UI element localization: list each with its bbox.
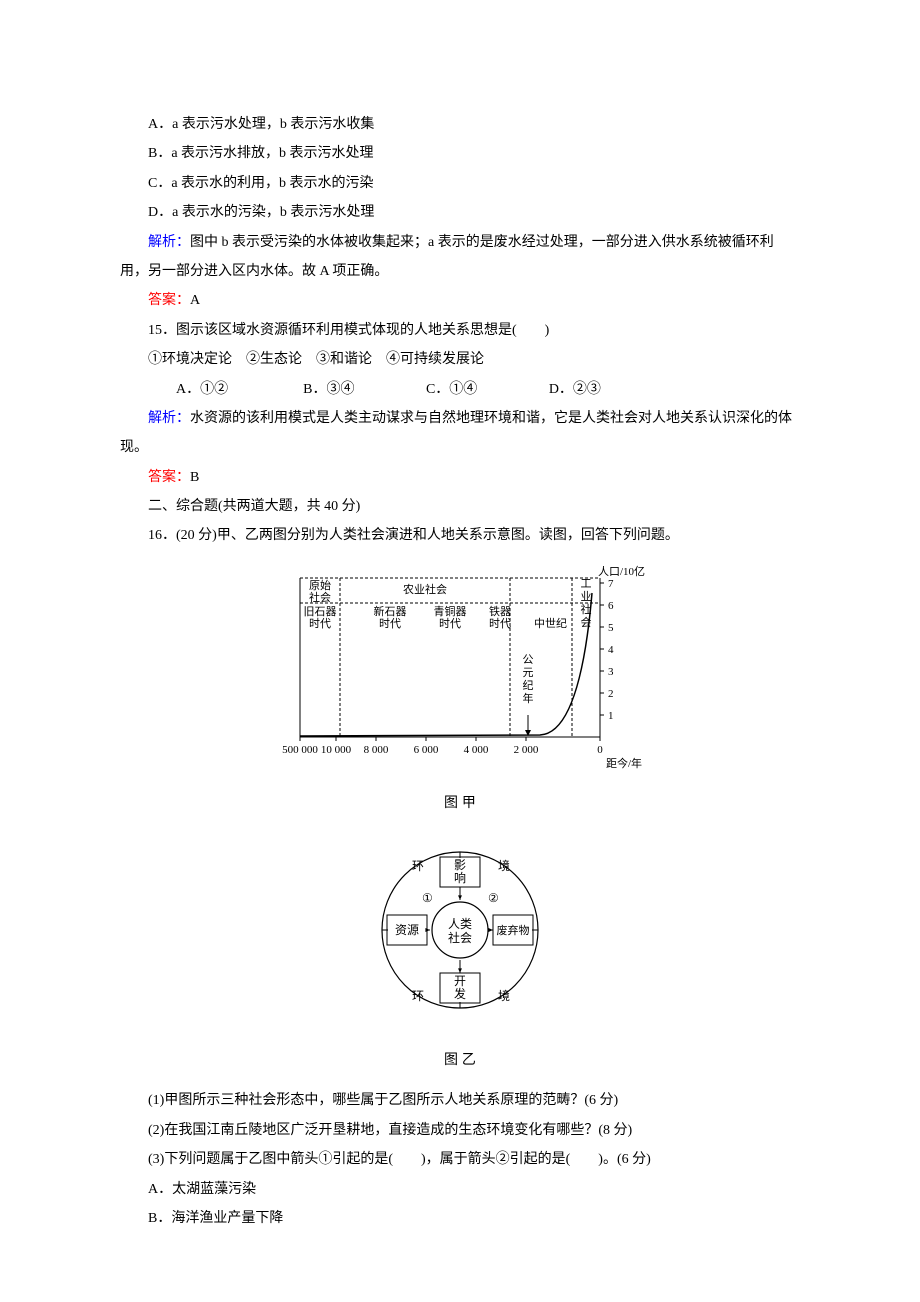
svg-text:发: 发 [454,986,466,1001]
svg-text:6: 6 [608,600,614,612]
svg-text:工: 工 [581,578,592,590]
svg-text:境: 境 [498,858,510,873]
q14-analysis-text: 图中 b 表示受污染的水体被收集起来；a 表示的是废水经过处理，一部分进入供水系… [120,235,774,279]
svg-text:青铜器: 青铜器 [434,604,467,618]
svg-text:社会: 社会 [448,930,472,945]
q15-answer: 答案：B [120,463,800,492]
figure-yi-caption: 图 乙 [120,1045,800,1074]
svg-text:元: 元 [523,667,534,679]
svg-text:业: 业 [581,590,592,603]
q14-answer: 答案：A [120,286,800,315]
figure-jia-caption: 图 甲 [120,788,800,817]
answer-label: 答案： [148,470,190,485]
svg-text:6 000: 6 000 [414,744,439,756]
q15-answer-text: B [190,470,199,485]
svg-text:时代: 时代 [489,617,511,630]
figure-jia: 1 2 3 4 5 6 7人口/10亿 500 00010 000 8 000 6 000 4 00… [120,563,800,818]
svg-text:开: 开 [454,974,466,988]
svg-text:环: 环 [412,859,424,873]
svg-text:中世纪: 中世纪 [534,617,567,630]
q16-opt-b: B．海洋渔业产量下降 [120,1204,800,1233]
svg-text:7: 7 [608,578,614,590]
svg-text:资源: 资源 [395,923,419,937]
svg-text:2: 2 [608,688,614,700]
q15-opt-b: B．③④ [275,375,354,404]
q16-opt-a: A．太湖蓝藻污染 [120,1175,800,1204]
svg-text:5: 5 [608,622,614,634]
svg-text:废弃物: 废弃物 [497,923,530,937]
q14-opt-c: C．a 表示水的利用，b 表示水的污染 [120,169,800,198]
q15-opt-d: D．②③ [521,375,601,404]
svg-text:纪: 纪 [523,679,534,692]
q15-roman-choices: ①环境决定论 ②生态论 ③和谐论 ④可持续发展论 [120,345,800,374]
svg-text:响: 响 [454,870,466,885]
svg-text:旧石器: 旧石器 [304,605,337,618]
svg-text:农业社会: 农业社会 [403,582,447,596]
svg-text:4: 4 [608,644,614,656]
svg-text:环: 环 [412,989,424,1003]
q15-analysis-text: 水资源的该利用模式是人类主动谋求与自然地理环境和谐，它是人类社会对人地关系认识深… [120,411,792,455]
q14-opt-d: D．a 表示水的污染，b 表示污水处理 [120,198,800,227]
q16-sub2: (2)在我国江南丘陵地区广泛开垦耕地，直接造成的生态环境变化有哪些？(8 分) [120,1116,800,1145]
svg-text:人口/10亿: 人口/10亿 [598,565,645,578]
svg-text:原始: 原始 [309,578,331,592]
figure-yi: 影响废弃物开发资源人类社会环境环境①② 图 乙 [120,830,800,1075]
svg-text:4 000: 4 000 [464,744,489,756]
analysis-label: 解析： [148,235,190,250]
svg-text:境: 境 [498,988,510,1003]
svg-text:3: 3 [608,666,614,678]
q14-analysis: 解析：图中 b 表示受污染的水体被收集起来；a 表示的是废水经过处理，一部分进入… [120,228,800,287]
q14-opt-a: A．a 表示污水处理，b 表示污水收集 [120,110,800,139]
svg-text:人类: 人类 [448,917,472,931]
svg-text:10 000: 10 000 [321,744,352,756]
svg-text:时代: 时代 [309,617,331,630]
q16-stem: 16．(20 分)甲、乙两图分别为人类社会演进和人地关系示意图。读图，回答下列问… [120,521,800,550]
svg-text:时代: 时代 [439,617,461,630]
q15-opt-a: A．①② [148,375,228,404]
q15-stem: 15．图示该区域水资源循环利用模式体现的人地关系思想是( ) [120,316,800,345]
svg-text:距今/年: 距今/年 [606,756,642,770]
svg-text:①: ① [422,891,433,905]
q15-analysis: 解析：水资源的该利用模式是人类主动谋求与自然地理环境和谐，它是人类社会对人地关系… [120,404,800,463]
q14-answer-text: A [190,293,200,308]
svg-text:1: 1 [608,710,614,722]
analysis-label: 解析： [148,411,190,426]
svg-text:铁器: 铁器 [489,605,511,618]
q15-options: A．①② B．③④ C．①④ D．②③ [120,375,800,404]
svg-text:2 000: 2 000 [514,744,539,756]
svg-text:500 000: 500 000 [282,744,318,756]
svg-text:时代: 时代 [379,617,401,630]
section2-heading: 二、综合题(共两道大题，共 40 分) [120,492,800,521]
q16-sub3: (3)下列问题属于乙图中箭头①引起的是( )，属于箭头②引起的是( )。(6 分… [120,1145,800,1174]
svg-text:②: ② [488,891,499,905]
answer-label: 答案： [148,293,190,308]
svg-text:影: 影 [454,858,466,872]
svg-text:0: 0 [597,744,603,756]
q14-opt-b: B．a 表示污水排放，b 表示污水处理 [120,139,800,168]
chart-yi-svg: 影响废弃物开发资源人类社会环境环境①② [355,830,565,1030]
chart-jia-svg: 1 2 3 4 5 6 7人口/10亿 500 00010 000 8 000 6 000 4 00… [270,563,650,773]
svg-text:新石器: 新石器 [374,604,407,618]
svg-text:公: 公 [523,654,534,666]
q16-sub1: (1)甲图所示三种社会形态中，哪些属于乙图所示人地关系原理的范畴？(6 分) [120,1086,800,1115]
svg-text:年: 年 [523,691,534,705]
svg-text:8 000: 8 000 [364,744,389,756]
svg-text:社会: 社会 [309,590,331,604]
q15-opt-c: C．①④ [398,375,477,404]
